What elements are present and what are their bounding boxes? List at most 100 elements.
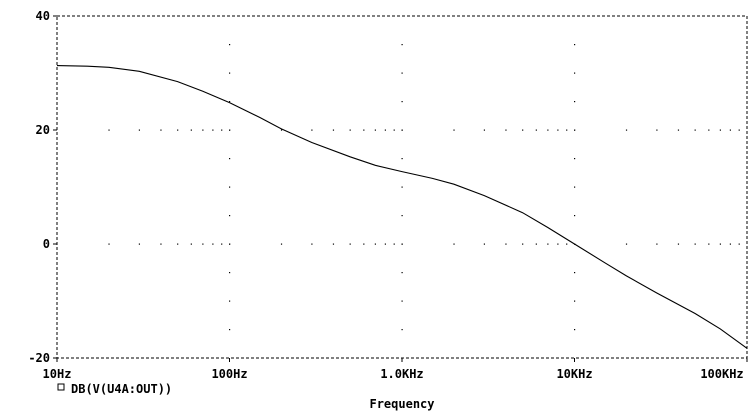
grid-dot-v: [574, 44, 576, 46]
grid-dot-h: [547, 243, 549, 245]
grid-dot-h: [729, 129, 731, 131]
grid-dot-h: [202, 243, 204, 245]
grid-dot-v: [401, 101, 403, 103]
grid-dot-h: [332, 243, 335, 245]
grid-dot-h: [677, 243, 680, 245]
y-tick-label: 0: [43, 237, 50, 251]
grid-dot-h: [694, 243, 696, 245]
grid-dot-v: [229, 186, 231, 188]
grid-dot-h: [374, 129, 376, 131]
grid-dot-h: [677, 129, 680, 131]
grid-dot-h: [374, 243, 376, 245]
grid-dot-h: [625, 129, 628, 131]
legend-label: DB(V(U4A:OUT)): [71, 382, 172, 396]
grid-dot-h: [566, 129, 568, 131]
grid-dot-h: [453, 243, 455, 245]
grid-dot-h: [694, 129, 696, 131]
grid-dot-v: [574, 215, 576, 217]
grid-dot-h: [332, 129, 335, 131]
grid-dot-v: [229, 72, 231, 74]
legend: DB(V(U4A:OUT)): [57, 382, 172, 396]
grid-dot-h: [363, 129, 365, 131]
grid-dot-v: [401, 129, 403, 131]
grid-dot-v: [229, 158, 231, 160]
grid-dot-h: [625, 243, 628, 245]
grid-dot-v: [574, 186, 576, 188]
grid-dot-h: [393, 129, 395, 131]
grid-dots: [108, 44, 740, 331]
series-line: [56, 65, 748, 349]
grid-dot-h: [202, 129, 204, 131]
grid-dot-v: [229, 300, 231, 302]
grid-dot-v: [229, 215, 231, 217]
x-tick-label: 100Hz: [211, 367, 247, 381]
grid-dot-h: [557, 129, 559, 131]
grid-dot-h: [522, 243, 524, 245]
grid-dot-h: [384, 129, 386, 131]
grid-dot-h: [212, 129, 214, 131]
x-tick-label: 10KHz: [556, 367, 592, 381]
grid-dot-v: [229, 272, 231, 274]
grid-dot-h: [535, 129, 537, 131]
grid-dot-v: [574, 129, 576, 131]
grid-dot-h: [177, 243, 179, 245]
grid-dot-v: [574, 272, 576, 274]
grid-dot-h: [393, 243, 395, 245]
grid-dot-h: [729, 243, 731, 245]
grid-dot-v: [574, 72, 576, 74]
grid-dot-h: [656, 243, 658, 245]
grid-dot-v: [401, 300, 403, 302]
grid-dot-v: [401, 72, 403, 74]
grid-dot-h: [363, 243, 365, 245]
grid-dot-h: [349, 129, 351, 131]
grid-dot-h: [557, 243, 559, 245]
grid-dot-h: [719, 243, 721, 245]
grid-dot-h: [280, 129, 283, 131]
series-layer: [56, 65, 748, 349]
grid-dot-h: [221, 129, 223, 131]
grid-dot-h: [566, 243, 568, 245]
grid-dot-h: [738, 129, 740, 131]
grid-dot-h: [311, 243, 313, 245]
grid-dot-h: [547, 129, 549, 131]
grid-dot-h: [221, 243, 223, 245]
grid-dot-v: [401, 243, 403, 245]
grid-dot-v: [574, 329, 576, 331]
legend-marker: [57, 383, 65, 391]
grid-dot-h: [505, 243, 507, 245]
y-tick-label: 20: [36, 123, 50, 137]
grid-dot-h: [311, 129, 313, 131]
grid-dot-v: [401, 158, 403, 160]
x-tick-label: 100KHz: [700, 367, 743, 381]
y-tick-label: 40: [36, 9, 50, 23]
grid-dot-h: [453, 129, 455, 131]
grid-dot-h: [108, 129, 110, 131]
grid-dot-h: [177, 129, 179, 131]
grid-dot-h: [190, 129, 192, 131]
grid-dot-h: [535, 243, 537, 245]
x-tick-label: 1.0KHz: [380, 367, 423, 381]
grid-dot-v: [229, 101, 231, 103]
grid-dot-h: [738, 243, 740, 245]
grid-dot-v: [401, 186, 403, 188]
grid-dot-v: [229, 44, 231, 46]
grid-dot-v: [401, 44, 403, 46]
grid-dot-h: [280, 243, 283, 245]
grid-dot-v: [401, 272, 403, 274]
grid-dot-v: [229, 329, 231, 331]
grid-dot-h: [138, 129, 141, 131]
grid-dot-h: [349, 243, 351, 245]
grid-dot-v: [401, 329, 403, 331]
grid-dot-v: [229, 243, 231, 245]
x-axis-ticks: 10Hz 100Hz 1.0KHz 10KHz 100KHz: [43, 358, 748, 381]
grid-dot-h: [505, 129, 507, 131]
grid-dot-v: [229, 129, 231, 131]
grid-dot-h: [160, 243, 162, 245]
grid-dot-h: [708, 129, 710, 131]
grid-dot-v: [574, 300, 576, 302]
x-axis-label: Frequency: [369, 397, 434, 411]
grid-dot-h: [212, 243, 214, 245]
y-tick-label: -20: [28, 351, 50, 365]
grid-dot-h: [384, 243, 386, 245]
